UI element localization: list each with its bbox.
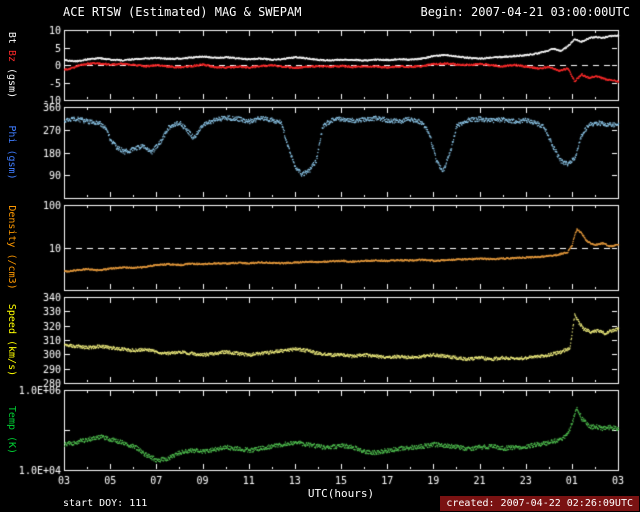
y-axis-title-bt-bz: Bt Bz (gsm): [5, 30, 17, 100]
y-axis-title-speed: Speed (km/s): [6, 303, 17, 377]
x-axis-title: UTC(hours): [307, 487, 375, 500]
bz-label: Bz: [6, 49, 17, 62]
created-timestamp: created: 2007-04-22 02:26:09UTC: [440, 496, 639, 511]
gsm-unit-label: (gsm): [6, 61, 17, 99]
y-axis-title-temp: Temp (K): [6, 405, 17, 455]
plot-title: ACE RTSW (Estimated) MAG & SWEPAM: [63, 5, 302, 19]
bt-label: Bt: [6, 31, 17, 50]
start-doy-label: start DOY: 111: [63, 498, 148, 509]
y-axis-title-phi: Phi (gsm): [6, 125, 17, 180]
begin-timestamp: Begin: 2007-04-21 03:00:00UTC: [420, 5, 630, 19]
y-axis-title-density: Density (/cm3): [6, 205, 17, 290]
